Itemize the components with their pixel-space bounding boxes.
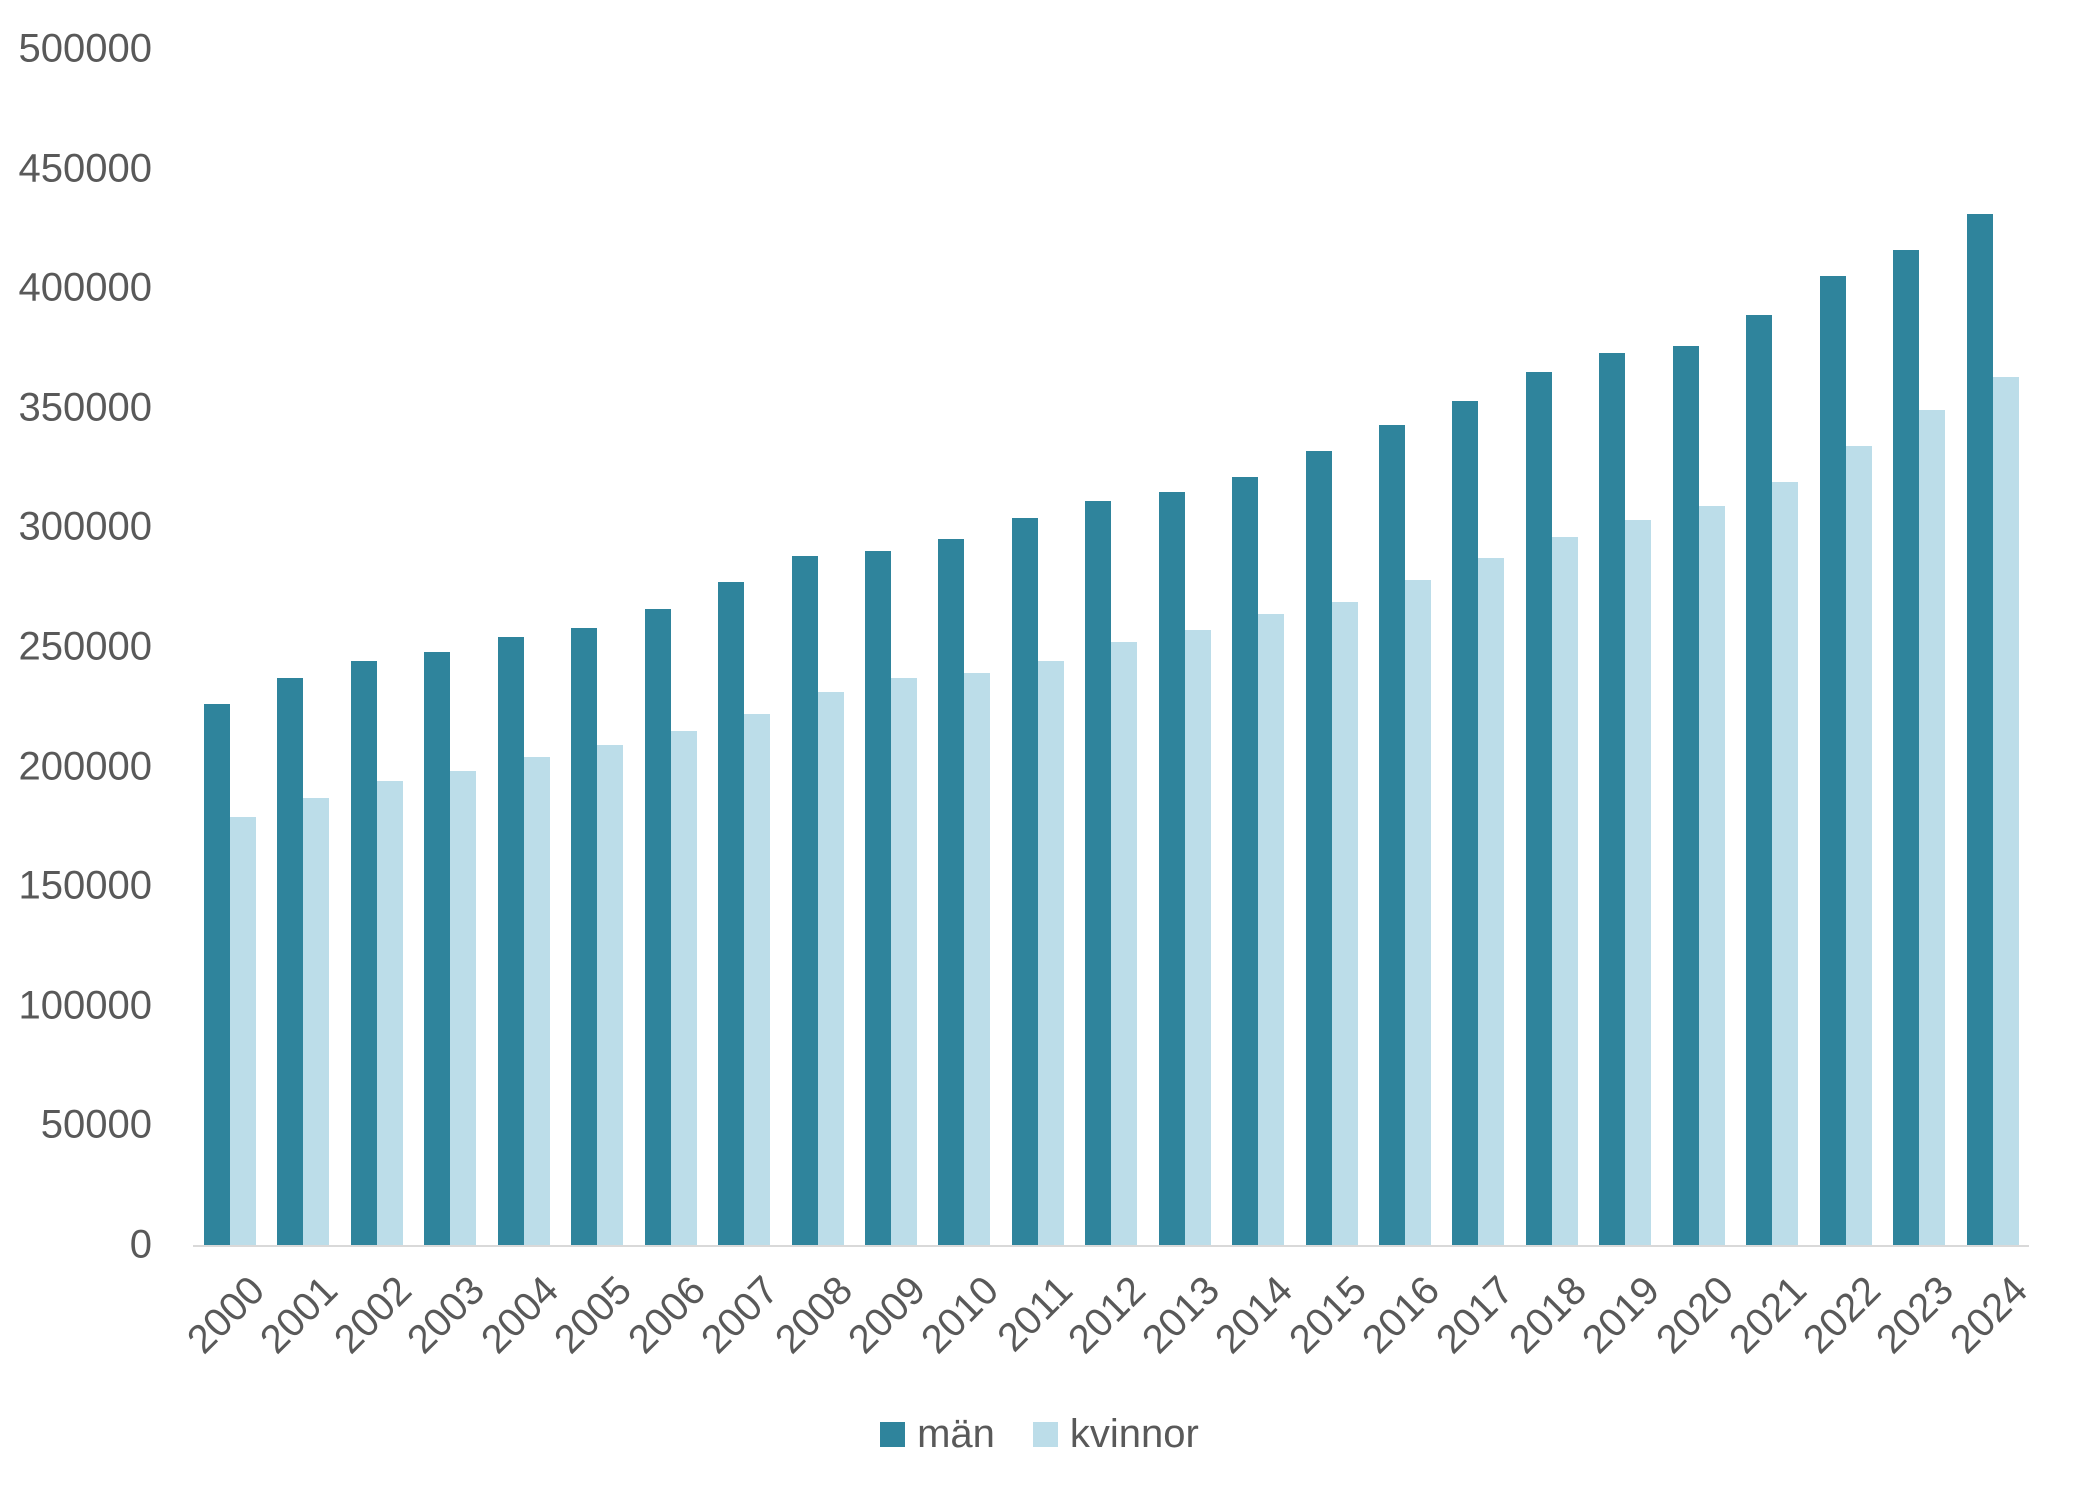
bar-kvinnor-2018 [1551,537,1578,1245]
bar-kvinnor-2005 [597,745,624,1245]
y-axis-tick-label: 150000 [18,863,152,908]
x-axis-label-2012: 2012 [1060,1268,1155,1363]
x-axis-line [193,1245,2029,1247]
x-axis-label-2006: 2006 [619,1268,714,1363]
legend-swatch-kvinnor [1032,1422,1058,1447]
x-axis-label-2018: 2018 [1501,1268,1596,1363]
bar-män-2006 [644,609,671,1245]
bar-kvinnor-2008 [817,692,844,1245]
bar-män-2009 [864,551,891,1245]
x-axis-label-2002: 2002 [325,1268,421,1363]
bar-män-2013 [1158,492,1185,1245]
bar-män-2004 [497,637,524,1245]
bar-män-2018 [1525,372,1552,1245]
bar-kvinnor-2017 [1478,558,1505,1245]
bar-kvinnor-2021 [1772,482,1799,1245]
x-axis-label-2023: 2023 [1868,1268,1963,1363]
bar-kvinnor-2007 [744,714,771,1245]
x-axis-label-2011: 2011 [989,1268,1081,1360]
x-axis-label-2019: 2019 [1574,1268,1669,1363]
x-axis-label-2010: 2010 [913,1268,1008,1363]
x-axis-label-2007: 2007 [693,1268,788,1363]
x-axis-label-2005: 2005 [546,1268,641,1363]
x-axis-label-2003: 2003 [399,1268,494,1363]
x-axis-label-2009: 2009 [840,1268,935,1363]
bar-män-2016 [1379,425,1406,1245]
y-axis-tick-label: 500000 [18,26,152,71]
legend-label-kvinnor: kvinnor [1069,1412,1199,1456]
bar-män-2000 [204,704,230,1245]
bar-kvinnor-2022 [1845,446,1872,1245]
bar-kvinnor-2024 [1992,377,2019,1245]
bar-kvinnor-2002 [376,781,403,1245]
x-axis-label-2000: 2000 [179,1268,274,1363]
y-axis-tick-label: 400000 [18,265,152,310]
bar-män-2022 [1819,276,1846,1245]
bar-kvinnor-2013 [1184,630,1211,1245]
bar-män-2017 [1452,401,1479,1245]
x-axis-label-2015: 2015 [1280,1268,1375,1363]
bar-kvinnor-2010 [964,673,991,1245]
x-axis-label-2020: 2020 [1647,1268,1742,1363]
bar-kvinnor-2000 [230,817,256,1245]
bar-kvinnor-2016 [1405,580,1432,1245]
bar-kvinnor-2020 [1698,506,1725,1245]
bar-män-2011 [1011,518,1038,1245]
bar-män-2001 [277,678,304,1245]
bar-män-2012 [1085,501,1112,1245]
x-axis-label-2004: 2004 [472,1268,567,1363]
x-axis-label-2021: 2021 [1721,1268,1816,1363]
bar-män-2014 [1232,477,1259,1245]
bar-män-2008 [791,556,818,1245]
bar-män-2021 [1746,315,1773,1245]
bar-män-2023 [1893,250,1920,1245]
x-axis-label-2013: 2013 [1133,1268,1228,1363]
x-axis-label-2016: 2016 [1354,1268,1449,1363]
bar-män-2020 [1672,346,1699,1245]
y-axis-tick-label: 350000 [18,385,152,430]
bar-män-2003 [424,652,451,1245]
legend-label-man: män [917,1412,995,1456]
legend-item-kvinnor: kvinnor [1032,1412,1199,1457]
y-axis-tick-label: 0 [129,1222,152,1267]
bar-män-2019 [1599,353,1626,1245]
bar-män-2002 [350,661,377,1245]
x-axis-label-2001: 2001 [252,1268,347,1363]
y-axis-tick-label: 100000 [18,983,152,1028]
bar-kvinnor-2014 [1258,614,1285,1245]
x-axis-label-2022: 2022 [1794,1268,1889,1363]
y-axis-tick-label: 300000 [18,504,152,549]
bar-män-2005 [571,628,598,1245]
bar-kvinnor-2012 [1111,642,1138,1245]
bar-kvinnor-2006 [670,731,697,1245]
y-axis-tick-label: 200000 [18,744,152,789]
bar-kvinnor-2001 [303,798,330,1245]
legend: män kvinnor [0,1412,2079,1457]
bar-kvinnor-2004 [523,757,550,1245]
legend-item-man: män [880,1412,995,1457]
y-axis-tick-label: 250000 [18,624,152,669]
y-axis-tick-label: 450000 [18,146,152,191]
bar-kvinnor-2011 [1037,661,1064,1245]
bar-kvinnor-2019 [1625,520,1652,1245]
bar-män-2007 [718,582,745,1245]
bar-kvinnor-2015 [1331,602,1358,1245]
y-axis-tick-label: 50000 [40,1102,152,1147]
bar-kvinnor-2023 [1919,410,1946,1245]
bar-kvinnor-2009 [890,678,917,1245]
bar-män-2024 [1966,214,1993,1245]
bar-kvinnor-2003 [450,771,477,1245]
x-axis-label-2014: 2014 [1207,1268,1302,1363]
bar-män-2010 [938,539,965,1245]
plot-area [193,49,2029,1247]
legend-swatch-man [880,1422,906,1447]
x-axis-label-2008: 2008 [766,1268,861,1363]
x-axis-label-2024: 2024 [1941,1268,2036,1363]
bar-män-2015 [1305,451,1332,1245]
x-axis-label-2017: 2017 [1427,1268,1522,1363]
